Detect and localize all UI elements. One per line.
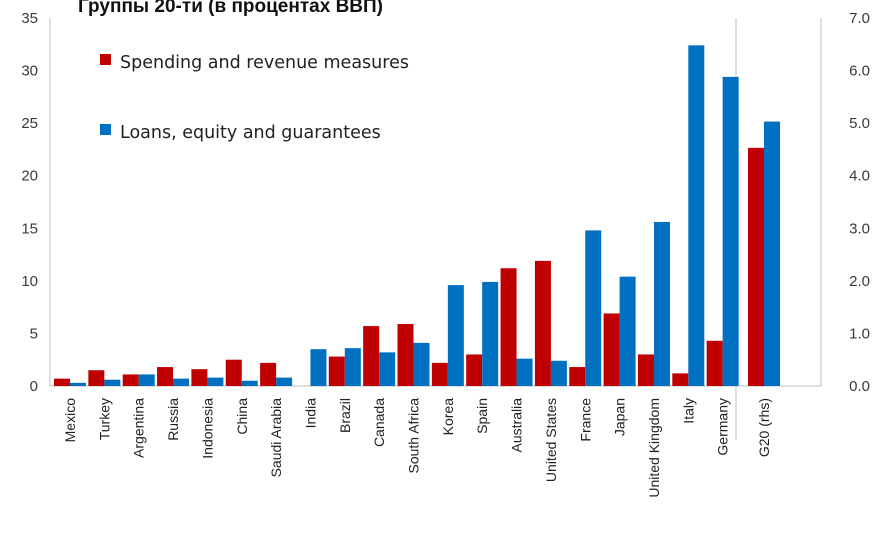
right-tick-label: 5.0 — [849, 115, 870, 132]
bar-spending-spain — [466, 354, 483, 386]
left-tick-label: 5 — [30, 325, 38, 342]
category-label-united-kingdom: United Kingdom — [646, 398, 662, 498]
bar-spending-japan — [603, 313, 620, 386]
bar-loans-india — [310, 349, 327, 386]
left-tick-label: 35 — [21, 10, 38, 27]
right-tick-label: 0.0 — [849, 378, 870, 395]
bar-spending-australia — [500, 268, 517, 386]
bar-loans-south-africa — [413, 342, 430, 386]
bar-spending-russia — [157, 367, 174, 386]
category-label-saudi-arabia: Saudi Arabia — [268, 398, 284, 478]
bar-loans-g20-rhs — [764, 121, 780, 387]
bar-loans-australia — [516, 358, 533, 386]
category-label-canada: Canada — [371, 398, 387, 447]
bar-loans-indonesia — [207, 377, 224, 386]
legend-swatch-loans — [100, 124, 111, 135]
bar-loans-united-states — [550, 360, 567, 386]
right-tick-label: 7.0 — [849, 10, 870, 27]
bar-loans-mexico — [70, 382, 86, 386]
bar-loans-saudi-arabia — [276, 377, 293, 386]
category-label-spain: Spain — [474, 398, 490, 434]
left-tick-label: 30 — [21, 63, 38, 80]
category-label-korea: Korea — [440, 398, 456, 436]
right-tick-label: 4.0 — [849, 168, 870, 185]
bar-loans-brazil — [344, 348, 361, 386]
category-label-australia: Australia — [509, 398, 525, 453]
category-label-china: China — [234, 398, 250, 435]
category-label-india: India — [302, 398, 318, 429]
category-label-g20-rhs: G20 (rhs) — [756, 398, 772, 457]
category-label-germany: Germany — [715, 398, 731, 456]
bar-loans-china — [241, 380, 258, 386]
category-label-turkey: Turkey — [96, 398, 112, 440]
bars — [54, 45, 780, 387]
category-labels: Mexico Turkey Argentina Russia Indonesia Chin… — [62, 398, 772, 498]
left-tick-label: 15 — [21, 220, 38, 237]
category-label-italy: Italy — [680, 398, 696, 424]
bar-spending-germany — [706, 340, 723, 386]
category-label-brazil: Brazil — [337, 398, 353, 433]
bar-spending-china — [225, 359, 242, 386]
right-tick-label: 3.0 — [849, 220, 870, 237]
bar-spending-france — [569, 367, 586, 386]
bar-spending-argentina — [122, 374, 139, 386]
legend-label-spending: Spending and revenue measures — [120, 53, 409, 73]
category-label-japan: Japan — [612, 398, 628, 436]
left-tick-label: 10 — [21, 273, 38, 290]
bar-loans-turkey — [104, 379, 121, 386]
left-tick-label: 20 — [21, 168, 38, 185]
bar-loans-spain — [482, 281, 499, 386]
bar-spending-brazil — [328, 356, 345, 386]
bar-spending-g20-rhs — [748, 147, 764, 386]
left-axis-ticks: 0 5 10 15 20 25 30 35 — [21, 10, 38, 395]
bar-loans-korea — [447, 285, 464, 386]
legend-label-loans: Loans, equity and guarantees — [120, 123, 381, 143]
category-label-indonesia: Indonesia — [199, 398, 215, 459]
legend: Spending and revenue measures Loans, equ… — [100, 53, 409, 143]
bar-loans-japan — [619, 276, 636, 386]
bar-loans-italy — [688, 45, 705, 386]
category-label-russia: Russia — [165, 398, 181, 441]
right-axis-ticks: 0.0 1.0 2.0 3.0 4.0 5.0 6.0 7.0 — [849, 10, 870, 395]
category-label-france: France — [577, 398, 593, 442]
bar-loans-united-kingdom — [653, 221, 670, 386]
bar-spending-italy — [672, 373, 689, 386]
bar-spending-indonesia — [191, 369, 208, 386]
bar-loans-canada — [379, 352, 396, 386]
right-tick-label: 1.0 — [849, 325, 870, 342]
bar-loans-germany — [722, 76, 739, 386]
bar-loans-russia — [173, 378, 190, 386]
legend-swatch-spending — [100, 54, 111, 65]
bar-spending-turkey — [88, 370, 105, 386]
left-tick-label: 0 — [30, 378, 38, 395]
bar-spending-south-africa — [397, 323, 414, 386]
bar-spending-mexico — [54, 378, 70, 386]
chart-title: Группы 20-ти (в процентах ВВП) — [78, 0, 383, 17]
bar-spending-saudi-arabia — [260, 362, 277, 386]
category-label-argentina: Argentina — [131, 398, 147, 458]
bar-loans-france — [585, 230, 602, 386]
bar-loans-argentina — [138, 374, 155, 386]
bar-spending-united-kingdom — [637, 354, 654, 386]
right-tick-label: 6.0 — [849, 63, 870, 80]
category-label-mexico: Mexico — [62, 398, 78, 443]
category-label-south-africa: South Africa — [406, 398, 422, 474]
category-label-united-states: United States — [543, 398, 559, 482]
bar-spending-canada — [363, 326, 380, 386]
bar-spending-korea — [431, 362, 448, 386]
right-tick-label: 2.0 — [849, 273, 870, 290]
bar-spending-united-states — [534, 260, 551, 386]
left-tick-label: 25 — [21, 115, 38, 132]
